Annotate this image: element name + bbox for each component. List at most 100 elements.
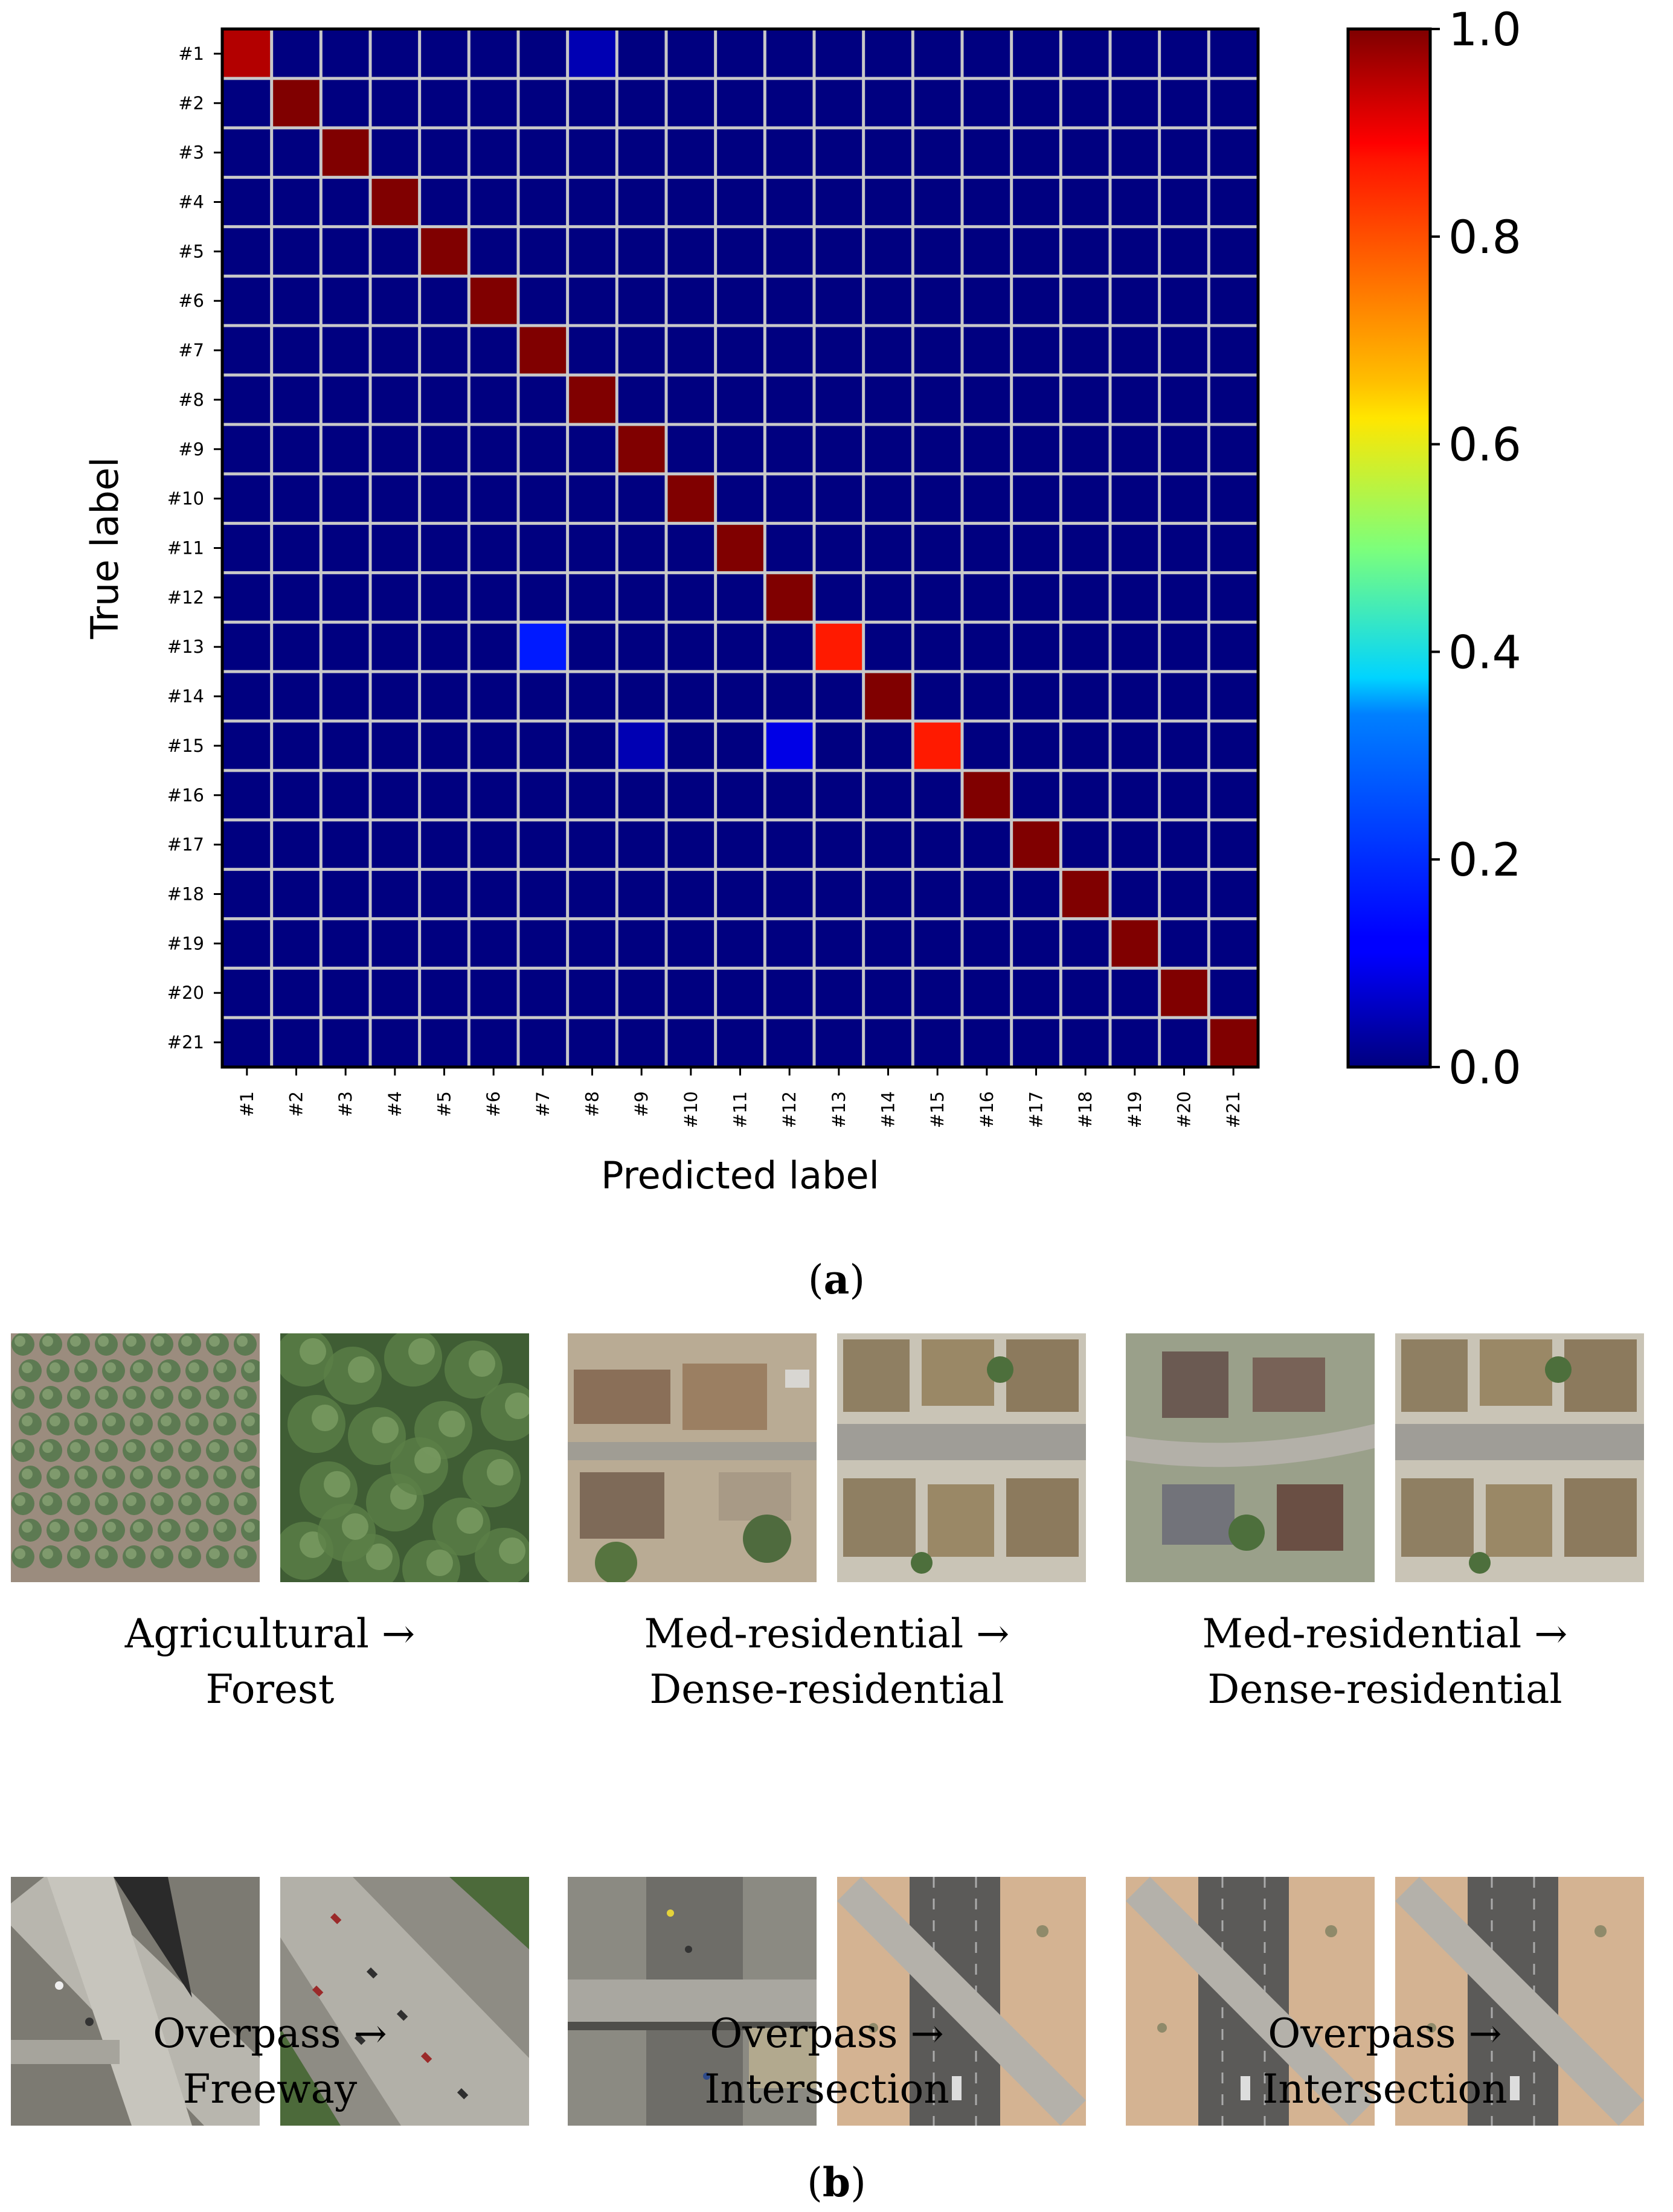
heatmap-cell bbox=[419, 78, 469, 129]
heatmap-cell bbox=[765, 721, 815, 771]
pair-caption: Med-residential → Dense-residential bbox=[568, 1606, 1086, 1717]
heatmap-cell bbox=[863, 29, 913, 79]
heatmap-cell bbox=[814, 29, 864, 79]
heatmap-cell bbox=[567, 375, 617, 425]
heatmap-cell bbox=[370, 622, 420, 672]
y-tick-labels: #1 #2 #3 #4 #5 #6 #7 #8 #9 #10 #11 #12 #13 #14 #15 #16 #… bbox=[167, 43, 222, 1053]
heatmap-cell bbox=[1110, 127, 1160, 178]
heatmap-cell bbox=[962, 523, 1012, 573]
heatmap-cell bbox=[715, 78, 765, 129]
heatmap-cell bbox=[419, 819, 469, 870]
x-tick-label: #17 bbox=[1026, 1091, 1047, 1128]
y-tick-label: #4 bbox=[178, 192, 204, 213]
heatmap-cell bbox=[469, 424, 519, 475]
heatmap-cell bbox=[765, 523, 815, 573]
heatmap-cell bbox=[913, 523, 963, 573]
heatmap-cell bbox=[321, 276, 371, 326]
heatmap-cell bbox=[863, 523, 913, 573]
heatmap-cell bbox=[271, 572, 321, 623]
pair-caption-target: Dense-residential bbox=[649, 1666, 1004, 1713]
heatmap-cell bbox=[913, 770, 963, 821]
heatmap-cell bbox=[666, 770, 716, 821]
heatmap-cell bbox=[666, 869, 716, 919]
heatmap-cell bbox=[913, 127, 963, 178]
heatmap-cell bbox=[962, 572, 1012, 623]
forest-aerial-image bbox=[280, 1333, 529, 1582]
heatmap-cell bbox=[1061, 572, 1111, 623]
heatmap-cell bbox=[1061, 226, 1111, 277]
heatmap-cell bbox=[518, 78, 568, 129]
heatmap-cell bbox=[567, 918, 617, 969]
x-tick-label: #10 bbox=[681, 1091, 701, 1128]
heatmap-cell bbox=[321, 721, 371, 771]
heatmap-cell bbox=[765, 177, 815, 227]
heatmap-cell bbox=[1110, 424, 1160, 475]
heatmap-cell bbox=[567, 770, 617, 821]
y-tick-label: #6 bbox=[178, 290, 204, 311]
heatmap-cell bbox=[1061, 127, 1111, 178]
heatmap-cell bbox=[863, 918, 913, 969]
heatmap-cell bbox=[271, 127, 321, 178]
colorbar-tick-label: 0.2 bbox=[1448, 833, 1521, 886]
heatmap-cell bbox=[518, 523, 568, 573]
heatmap-cell bbox=[913, 473, 963, 524]
heatmap-cell bbox=[222, 375, 272, 425]
heatmap-cell bbox=[962, 869, 1012, 919]
heatmap-cell bbox=[469, 473, 519, 524]
heatmap-cell bbox=[321, 968, 371, 1018]
colorbar-ticks: 0.0 0.2 0.4 0.6 0.8 1.0 bbox=[1430, 2, 1521, 1094]
heatmap-cell bbox=[370, 523, 420, 573]
heatmap-cell bbox=[814, 177, 864, 227]
heatmap-cell bbox=[962, 424, 1012, 475]
heatmap-cell bbox=[765, 770, 815, 821]
heatmap-cell bbox=[765, 572, 815, 623]
heatmap-cell bbox=[715, 226, 765, 277]
y-tick-label: #18 bbox=[167, 884, 204, 905]
heatmap-cell bbox=[617, 918, 667, 969]
heatmap-cell bbox=[1110, 721, 1160, 771]
heatmap-cell bbox=[863, 325, 913, 376]
heatmap-cell bbox=[222, 473, 272, 524]
heatmap-cell bbox=[1209, 770, 1259, 821]
heatmap-cell bbox=[469, 819, 519, 870]
heatmap-cell bbox=[567, 622, 617, 672]
heatmap-cell bbox=[518, 1018, 568, 1068]
heatmap-cell bbox=[863, 424, 913, 475]
heatmap-cell bbox=[518, 29, 568, 79]
heatmap-cell bbox=[321, 325, 371, 376]
heatmap-cell bbox=[962, 473, 1012, 524]
heatmap-cell bbox=[863, 276, 913, 326]
heatmap-cell bbox=[567, 276, 617, 326]
heatmap-cell bbox=[321, 770, 371, 821]
heatmap-cell bbox=[765, 473, 815, 524]
y-tick-label: #13 bbox=[167, 636, 204, 657]
colorbar-tick-label: 0.0 bbox=[1448, 1040, 1521, 1094]
heatmap-cell bbox=[814, 78, 864, 129]
heatmap-cell bbox=[617, 127, 667, 178]
heatmap-cell bbox=[567, 127, 617, 178]
heatmap-cell bbox=[469, 78, 519, 129]
heatmap-cell bbox=[765, 819, 815, 870]
heatmap-cell bbox=[617, 226, 667, 277]
heatmap-cell bbox=[271, 375, 321, 425]
heatmap-cell bbox=[715, 127, 765, 178]
heatmap-cell bbox=[666, 325, 716, 376]
heatmap-cell bbox=[617, 968, 667, 1018]
heatmap-cell bbox=[814, 869, 864, 919]
x-tick-label: #19 bbox=[1125, 1091, 1145, 1128]
heatmap-cell bbox=[321, 523, 371, 573]
heatmap-cell bbox=[1011, 473, 1061, 524]
heatmap-cell bbox=[567, 226, 617, 277]
pair-caption-source: Overpass → bbox=[710, 2010, 944, 2057]
heatmap-cell bbox=[1061, 721, 1111, 771]
x-tick-label: #6 bbox=[483, 1091, 504, 1117]
heatmap-cell bbox=[913, 325, 963, 376]
heatmap-cell bbox=[962, 721, 1012, 771]
heatmap-cell bbox=[370, 572, 420, 623]
heatmap-cell bbox=[321, 177, 371, 227]
intersection-aerial-image bbox=[837, 1877, 1086, 2126]
y-tick-label: #21 bbox=[167, 1032, 204, 1053]
heatmap-cell bbox=[469, 375, 519, 425]
heatmap-cell bbox=[419, 127, 469, 178]
heatmap-cell bbox=[518, 276, 568, 326]
